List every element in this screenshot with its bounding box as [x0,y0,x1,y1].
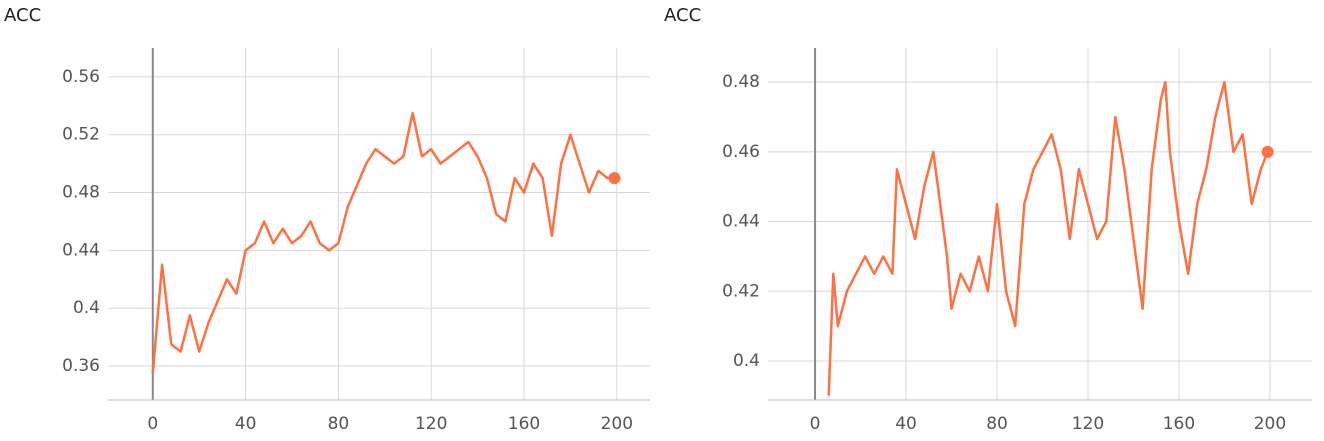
end-point [608,172,621,185]
x-tick-label: 80 [986,414,1008,434]
x-tick-label: 200 [1254,414,1286,434]
x-tick-label: 0 [147,414,158,434]
data-line [151,111,615,374]
y-tick-label: 0.36 [62,356,100,376]
chart-title: ACC [4,5,41,26]
y-tick-label: 0.44 [62,240,100,260]
chart-title: ACC [664,5,701,26]
x-tick-label: 120 [415,414,447,434]
x-tick-label: 0 [810,414,821,434]
y-tick-label: 0.52 [62,125,100,145]
x-tick-label: 160 [1163,414,1195,434]
x-tick-label: 160 [508,414,540,434]
x-tick-label: 120 [1072,414,1104,434]
x-tick-label: 40 [895,414,917,434]
y-tick-label: 0.44 [722,212,760,232]
y-tick-label: 0.42 [722,281,760,301]
y-tick-label: 0.4 [73,298,100,318]
y-tick-label: 0.48 [62,183,100,203]
y-tick-label: 0.46 [722,142,760,162]
end-point [1261,145,1274,158]
data-line [827,80,1269,396]
y-tick-label: 0.48 [722,72,760,92]
x-tick-label: 80 [328,414,350,434]
y-tick-label: 0.56 [62,67,100,87]
x-tick-label: 200 [601,414,633,434]
x-tick-label: 40 [235,414,257,434]
y-tick-label: 0.4 [733,351,760,371]
